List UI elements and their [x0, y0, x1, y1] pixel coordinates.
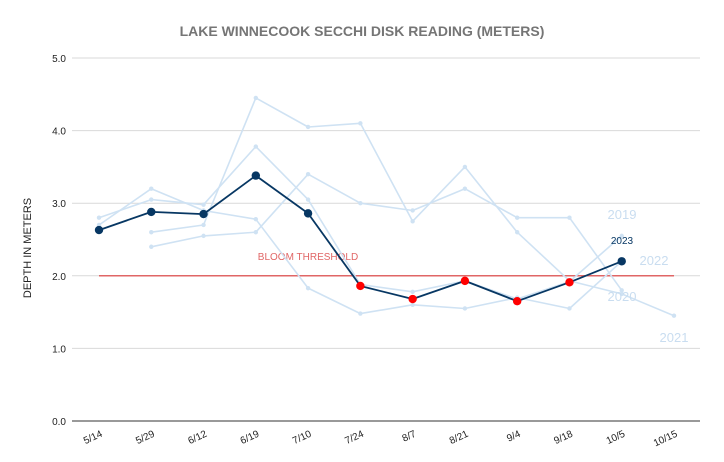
bloom-threshold: BLOOM THRESHOLD	[99, 252, 674, 277]
y-tick-label: 0.0	[52, 417, 66, 428]
chart-title: LAKE WINNECOOK SECCHI DISK READING (METE…	[180, 23, 545, 39]
data-point-2020	[410, 208, 415, 213]
data-point-2023	[565, 278, 574, 287]
series-line-2022	[98, 187, 623, 315]
x-tick-label: 6/19	[239, 429, 262, 447]
data-point-2021	[149, 230, 154, 235]
data-point-2021	[514, 230, 520, 235]
data-point-2022	[149, 186, 154, 191]
x-tick-label: 10/5	[605, 429, 628, 447]
data-point-2021	[201, 222, 206, 228]
data-point-2019	[619, 233, 624, 239]
data-point-2020	[253, 230, 259, 235]
data-point-2019	[96, 215, 102, 220]
series-label-2020: 2020	[608, 289, 637, 304]
bloom-threshold-label: BLOOM THRESHOLD	[258, 252, 358, 263]
series-label-2019: 2019	[608, 207, 637, 222]
data-point-2022	[358, 311, 363, 316]
x-tick-label: 5/14	[82, 429, 105, 447]
data-point-2023	[408, 294, 417, 304]
data-point-2020	[514, 215, 520, 220]
data-point-2023	[512, 297, 522, 306]
x-tick-labels: 5/14 5/29 6/12 6/19 7/10 7/24 8/7 8/21 9/4 9/18 10…	[82, 429, 680, 450]
data-point-2020	[305, 171, 311, 177]
data-point-2023	[460, 276, 470, 286]
y-tick-label: 1.0	[52, 344, 66, 355]
data-point-2022	[462, 306, 468, 311]
series-labels: 2019 2020 2021 2022 2023	[608, 207, 689, 345]
x-tick-label: 10/15	[652, 429, 680, 450]
x-tick-label: 7/10	[291, 429, 314, 447]
x-tick-label: 8/21	[448, 429, 471, 447]
data-point-2020	[462, 186, 468, 191]
data-point-2021	[619, 291, 624, 297]
y-axis-label: DEPTH IN METERS	[22, 198, 34, 298]
series-label-2023: 2023	[611, 236, 634, 247]
x-tick-label: 8/7	[401, 429, 419, 445]
data-point-2023	[94, 225, 104, 235]
data-point-2020	[358, 201, 363, 206]
data-point-2023	[251, 171, 261, 180]
data-point-2021	[305, 124, 311, 130]
data-point-2021	[253, 95, 259, 101]
series-markers	[94, 171, 626, 306]
data-point-2023	[199, 209, 208, 219]
data-point-2023	[147, 207, 156, 217]
x-tick-label: 9/4	[505, 429, 523, 445]
gridlines	[72, 57, 700, 422]
y-tick-label: 3.0	[52, 199, 66, 210]
y-tick-label: 4.0	[52, 127, 66, 138]
data-point-2019	[201, 202, 206, 207]
series-lines	[96, 95, 677, 318]
data-point-2023	[617, 257, 626, 266]
data-point-2021	[462, 164, 468, 170]
series-label-2022: 2022	[640, 253, 669, 268]
series-line-2020	[151, 173, 623, 291]
data-point-2020	[149, 244, 154, 249]
x-tick-label: 9/18	[552, 429, 575, 447]
y-tick-label: 2.0	[52, 272, 66, 283]
y-tick-labels: 0.0 1.0 2.0 3.0 4.0 5.0	[52, 54, 66, 428]
data-point-2023	[356, 281, 365, 291]
data-point-2021	[358, 121, 363, 126]
data-point-2023	[303, 209, 313, 218]
data-point-2022	[305, 285, 311, 291]
data-point-2020	[619, 288, 624, 293]
data-point-2022	[253, 216, 259, 222]
data-point-2021	[671, 313, 677, 318]
x-tick-label: 5/29	[134, 429, 157, 447]
data-point-2019	[410, 289, 415, 294]
data-point-2022	[410, 302, 415, 308]
x-tick-label: 7/24	[343, 429, 366, 447]
data-point-2021	[410, 219, 415, 224]
data-point-2022	[567, 306, 572, 311]
y-tick-label: 5.0	[52, 54, 66, 65]
data-point-2019	[305, 197, 311, 202]
data-point-2020	[201, 233, 206, 239]
x-tick-label: 6/12	[187, 429, 210, 447]
data-point-2019	[253, 144, 259, 149]
series-label-2021: 2021	[660, 330, 689, 345]
data-point-2020	[567, 215, 572, 220]
data-point-2019	[149, 197, 154, 202]
